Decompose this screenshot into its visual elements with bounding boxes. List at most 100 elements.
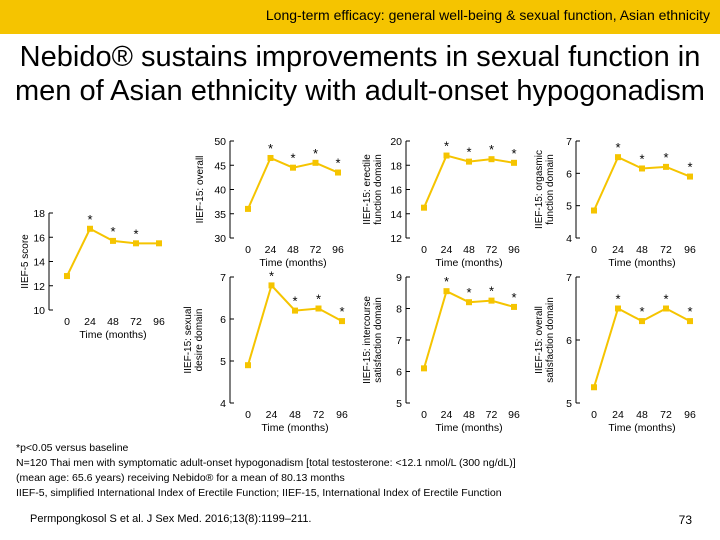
significance-star-orgasmic-1: * <box>615 140 620 155</box>
reference-citation: Permpongkosol S et al. J Sex Med. 2016;1… <box>30 513 312 525</box>
y-axis-label-line-erectile-1: function domain <box>373 154 384 225</box>
chart-iief5: 10 12 14 16 18 0 24 48 72 96 Time (months) IIEF-5 s… <box>20 208 165 341</box>
page-number: 73 <box>678 513 692 527</box>
x-tick-label-overall-1: 24 <box>265 244 277 256</box>
x-tick-label-desire-0: 0 <box>245 409 251 421</box>
x-tick-label-overall-satisfaction-0: 0 <box>591 409 597 421</box>
y-axis-label-intercourse: IIEF-15: intercoursesatisfaction domain <box>362 296 384 384</box>
data-point-overall-satisfaction-4 <box>687 318 693 325</box>
x-tick-label-overall-3: 72 <box>310 244 322 256</box>
y-axis-label-line-orgasmic-1: function domain <box>545 154 556 225</box>
y-tick-label-overall-0: 30 <box>214 233 226 245</box>
y-tick-label-iief5-1: 12 <box>33 281 45 293</box>
data-point-overall-satisfaction-1 <box>615 305 621 312</box>
significance-star-overall-3: * <box>313 146 318 161</box>
y-axis-label-overall-satisfaction: IIEF-15: overallsatisfaction domain <box>534 297 556 383</box>
x-tick-label-erectile-0: 0 <box>421 244 427 256</box>
significance-star-erectile-1: * <box>444 139 449 154</box>
significance-star-overall-4: * <box>335 156 340 171</box>
data-point-intercourse-1 <box>443 288 450 295</box>
significance-star-orgasmic-3: * <box>663 150 668 165</box>
y-tick-label-iief5-4: 18 <box>33 208 45 220</box>
x-tick-label-desire-4: 96 <box>336 409 348 421</box>
y-axis-label-line-orgasmic-0: IIEF-15: orgasmic <box>534 150 545 229</box>
x-axis-label-iief5: Time (months) <box>79 329 146 341</box>
y-tick-label-intercourse-0: 5 <box>396 398 402 410</box>
y-tick-label-desire-3: 7 <box>220 272 226 284</box>
y-tick-label-intercourse-3: 8 <box>396 304 402 316</box>
x-tick-label-desire-1: 24 <box>266 409 278 421</box>
significance-star-orgasmic-2: * <box>639 151 644 166</box>
title-line-1: Nebido® sustains improvements in sexual … <box>19 41 701 73</box>
data-point-orgasmic-1 <box>615 154 621 161</box>
y-axis-label-orgasmic: IIEF-15: orgasmicfunction domain <box>534 150 556 229</box>
data-point-iief5-3 <box>133 240 139 247</box>
y-axis-label-line-erectile-0: IIEF-15: erectile <box>362 154 373 225</box>
significance-star-desire-4: * <box>339 304 344 319</box>
x-tick-label-erectile-2: 48 <box>463 244 475 256</box>
significance-star-erectile-3: * <box>489 142 494 157</box>
data-point-desire-3 <box>315 305 322 312</box>
significance-star-overall-2: * <box>290 151 295 166</box>
footnote-treatment: (mean age: 65.6 years) receiving Nebido®… <box>16 472 345 484</box>
x-axis-label-intercourse: Time (months) <box>435 422 502 434</box>
y-tick-label-overall-3: 45 <box>214 160 226 172</box>
y-axis-label-line-overall-0: IIEF-15: overall <box>195 156 206 224</box>
data-point-overall-0 <box>245 205 251 212</box>
data-point-orgasmic-4 <box>687 173 693 180</box>
y-axis-label-erectile: IIEF-15: erectilefunction domain <box>362 154 384 225</box>
y-axis-label-overall: IIEF-15: overall <box>195 156 206 224</box>
x-tick-label-orgasmic-3: 72 <box>660 244 672 256</box>
x-tick-label-orgasmic-1: 24 <box>612 244 624 256</box>
significance-star-erectile-4: * <box>511 146 516 161</box>
footnote: *p<0.05 versus baseline N=120 Thai men w… <box>16 441 706 501</box>
x-tick-label-intercourse-2: 48 <box>463 409 475 421</box>
significance-star-iief5-1: * <box>87 212 92 227</box>
y-tick-label-desire-1: 5 <box>220 356 226 368</box>
y-axis-label-line-desire-0: IIEF-15: sexual <box>183 306 194 373</box>
data-point-erectile-0 <box>421 204 427 211</box>
y-tick-label-iief5-2: 14 <box>33 257 45 269</box>
y-axis-label-iief5: IIEF-5 score <box>20 234 31 289</box>
significance-star-desire-2: * <box>292 294 297 309</box>
x-tick-label-intercourse-3: 72 <box>486 409 498 421</box>
x-tick-label-overall-satisfaction-1: 24 <box>612 409 624 421</box>
data-point-erectile-4 <box>511 159 517 166</box>
chart-overall: 30 35 40 45 50 0 24 48 72 96 Time (months) IIEF-15:… <box>195 136 344 269</box>
x-tick-label-iief5-3: 72 <box>130 316 142 328</box>
chart-erectile: 12 14 16 18 20 0 24 48 72 96 Time (months) IIEF-15:… <box>362 136 520 269</box>
x-axis-label-erectile: Time (months) <box>435 257 502 269</box>
x-tick-label-overall-2: 48 <box>287 244 299 256</box>
x-axis-label-overall-satisfaction: Time (months) <box>608 422 675 434</box>
data-point-erectile-2 <box>466 158 472 165</box>
data-point-overall-1 <box>267 154 274 161</box>
y-axis-label-line-intercourse-1: satisfaction domain <box>373 297 384 383</box>
x-tick-label-iief5-1: 24 <box>84 316 96 328</box>
data-point-overall-3 <box>312 159 319 166</box>
significance-star-overall-satisfaction-2: * <box>639 304 644 319</box>
footnote-significance: *p<0.05 versus baseline <box>16 442 129 454</box>
data-point-orgasmic-2 <box>639 165 645 172</box>
x-tick-label-overall-4: 96 <box>332 244 344 256</box>
significance-star-intercourse-1: * <box>444 274 449 289</box>
y-tick-label-overall-satisfaction-1: 6 <box>566 335 572 347</box>
x-tick-label-erectile-1: 24 <box>441 244 453 256</box>
data-point-iief5-0 <box>64 273 70 280</box>
y-axis-label-desire: IIEF-15: sexualdesire domain <box>183 306 205 373</box>
chart-overall-satisfaction: 5 6 7 0 24 48 72 96 Time (months) IIEF-15: overal… <box>534 272 696 434</box>
y-tick-label-orgasmic-2: 6 <box>566 168 572 180</box>
data-point-erectile-1 <box>443 152 450 159</box>
x-tick-label-overall-satisfaction-4: 96 <box>684 409 696 421</box>
data-point-desire-1 <box>268 282 275 289</box>
footnote-population: N=120 Thai men with symptomatic adult-on… <box>16 457 516 469</box>
significance-star-intercourse-2: * <box>466 285 471 300</box>
data-point-overall-satisfaction-2 <box>639 318 645 325</box>
chart-intercourse: 5 6 7 8 9 0 24 48 72 96 Time (months) IIEF-15: inte… <box>362 272 520 434</box>
x-tick-label-desire-2: 48 <box>289 409 301 421</box>
x-tick-label-iief5-2: 48 <box>107 316 119 328</box>
data-point-overall-satisfaction-3 <box>663 305 669 312</box>
x-tick-label-orgasmic-0: 0 <box>591 244 597 256</box>
x-tick-label-overall-0: 0 <box>245 244 251 256</box>
y-tick-label-iief5-0: 10 <box>33 305 45 317</box>
